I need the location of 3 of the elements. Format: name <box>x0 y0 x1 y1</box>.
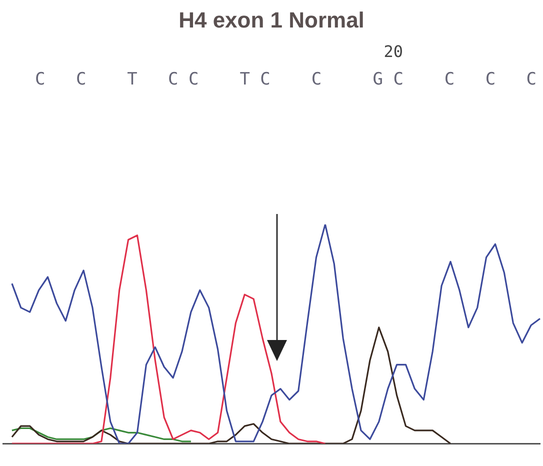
chart-title: H4 exon 1 Normal <box>178 7 364 32</box>
text: 20 <box>384 42 404 62</box>
text: C C T C C T C C G C C C C <box>35 69 537 90</box>
